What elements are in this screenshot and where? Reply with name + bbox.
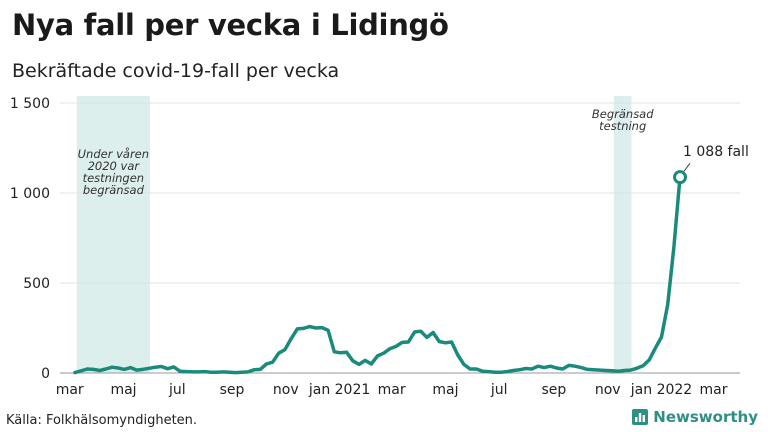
region-label: testning [599, 119, 646, 133]
y-tick-label: 500 [23, 276, 50, 292]
x-tick-label: sep [542, 382, 567, 398]
series-line [73, 175, 682, 375]
shaded-region [76, 96, 150, 373]
x-tick-label: jul [168, 382, 186, 398]
x-tick-label: nov [273, 382, 299, 398]
region-label: testningen [83, 171, 145, 185]
last-value-marker [673, 170, 688, 185]
region-label: begränsad [83, 183, 145, 197]
brand-name: Newsworthy [653, 408, 758, 426]
x-tick-label: jan 2022 [630, 382, 692, 398]
region-label: Begränsad [592, 107, 654, 121]
x-tick-label: jan 2021 [308, 382, 370, 398]
source-note: Källa: Folkhälsomyndigheten. [6, 413, 198, 428]
x-tick-label: mar [56, 382, 84, 398]
chart-subtitle: Bekräftade covid-19-fall per vecka [12, 60, 340, 82]
annotation-label: 1 088 fall [683, 144, 749, 160]
region-label: Under våren [78, 147, 149, 161]
x-tick-label: jul [490, 382, 508, 398]
chart-title: Nya fall per vecka i Lidingö [12, 8, 449, 42]
region-label: 2020 var [88, 159, 141, 173]
shaded-region [613, 96, 632, 373]
annotation-leader [683, 162, 691, 172]
y-tick-label: 1 500 [10, 96, 50, 112]
x-tick-label: maj [110, 382, 136, 398]
bar-chart-icon [632, 409, 649, 425]
x-tick-label: maj [432, 382, 458, 398]
x-tick-label: sep [220, 382, 245, 398]
x-tick-label: nov [595, 382, 621, 398]
y-tick-label: 0 [41, 366, 50, 382]
y-tick-label: 1 000 [10, 186, 50, 202]
x-tick-label: mar [378, 382, 406, 398]
brand-logo: Newsworthy [632, 408, 758, 426]
x-tick-label: mar [700, 382, 728, 398]
